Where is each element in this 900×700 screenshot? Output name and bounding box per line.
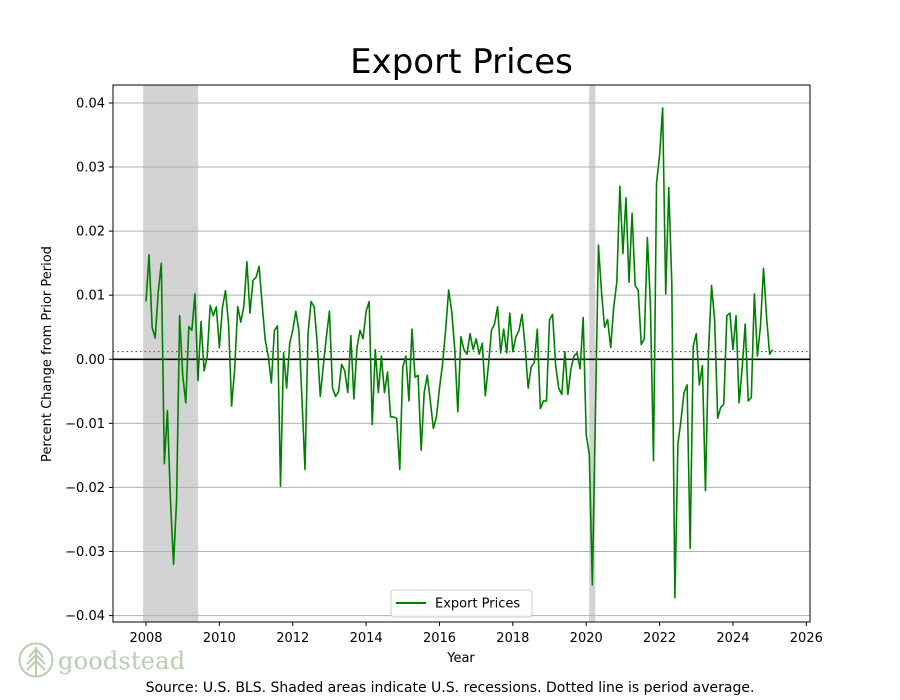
reference-lines <box>113 350 810 361</box>
x-tick-label: 2026 <box>790 631 823 646</box>
source-note: Source: U.S. BLS. Shaded areas indicate … <box>145 680 755 696</box>
x-tick-label: 2014 <box>350 631 383 646</box>
x-tick-label: 2024 <box>716 631 749 646</box>
plot-frame <box>112 84 811 623</box>
gridlines <box>113 102 810 617</box>
x-tick-label: 2008 <box>129 631 162 646</box>
recession-band-2 <box>589 85 596 622</box>
x-tick-label: 2010 <box>203 631 236 646</box>
x-tick-label: 2020 <box>570 631 603 646</box>
x-axis: 2008 2010 2012 2014 2016 2018 2020 2022 2024 2026 <box>129 622 823 646</box>
logo-text: goodstead <box>58 647 186 675</box>
series <box>145 107 774 599</box>
y-tick-label: 0.01 <box>76 289 105 304</box>
x-tick-label: 2018 <box>496 631 529 646</box>
x-tick-label: 2016 <box>423 631 456 646</box>
y-axis: −0.04 −0.03 −0.02 −0.01 0.00 0.01 0.02 0.03 0.04 <box>65 96 113 624</box>
y-tick-label: −0.04 <box>65 609 105 624</box>
y-tick-label: −0.02 <box>65 481 105 496</box>
series-line-0 <box>145 107 774 599</box>
x-axis-label: Year <box>446 651 475 666</box>
logo: goodstead <box>18 642 185 680</box>
y-axis-label: Percent Change from Prior Period <box>40 246 55 462</box>
y-tick-label: −0.03 <box>65 545 105 560</box>
recession-shading <box>143 85 596 622</box>
chart-title: Export Prices <box>350 42 573 82</box>
legend-box <box>390 589 533 618</box>
tree-logo-icon <box>18 642 54 678</box>
x-tick-label: 2012 <box>276 631 309 646</box>
y-tick-label: 0.00 <box>76 353 105 368</box>
legend-label: Export Prices <box>435 597 520 612</box>
y-tick-label: 0.02 <box>76 225 105 240</box>
y-tick-label: 0.03 <box>76 161 105 176</box>
y-tick-label: 0.04 <box>76 96 105 111</box>
x-tick-label: 2022 <box>643 631 676 646</box>
legend[interactable]: Export Prices <box>390 589 533 618</box>
recession-band-1 <box>143 85 199 622</box>
y-tick-label: −0.01 <box>65 417 105 432</box>
